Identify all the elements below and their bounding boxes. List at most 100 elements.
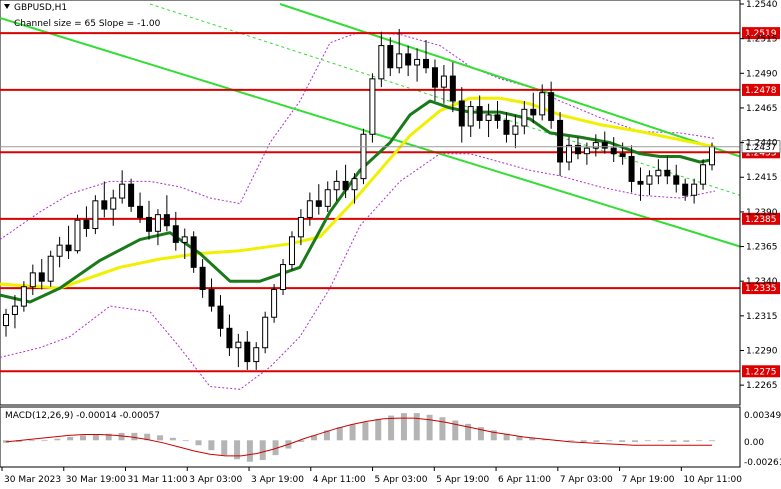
candle-body bbox=[297, 216, 304, 238]
candle-body bbox=[619, 153, 626, 157]
macd-histogram-bar bbox=[657, 440, 664, 442]
candle bbox=[128, 178, 135, 212]
candle bbox=[601, 131, 608, 154]
candle-body bbox=[423, 58, 430, 69]
candle-body bbox=[405, 53, 412, 66]
macd-panel[interactable]: MACD(12,26,9) -0.00014 -0.00057 0.00349 … bbox=[0, 406, 781, 468]
candle-body bbox=[530, 108, 537, 116]
macd-histogram-bar bbox=[336, 427, 343, 441]
candle-body bbox=[440, 75, 447, 88]
candle bbox=[47, 250, 54, 287]
moving-averages bbox=[0, 96, 716, 304]
macd-histogram-bar bbox=[400, 413, 407, 441]
candle-body bbox=[476, 106, 483, 121]
macd-histogram-bar bbox=[92, 434, 99, 441]
candle bbox=[101, 181, 108, 218]
candle bbox=[20, 281, 27, 312]
candle-body bbox=[262, 316, 269, 349]
candle-body bbox=[503, 119, 510, 135]
candle-body bbox=[431, 67, 438, 88]
candle-body bbox=[38, 272, 45, 282]
candle bbox=[208, 278, 215, 312]
macd-tick-bottom: -0.00261 bbox=[744, 458, 781, 468]
macd-histogram-bar bbox=[157, 435, 164, 441]
candle bbox=[333, 170, 340, 201]
macd-signal-line bbox=[5, 417, 712, 457]
candle-body bbox=[566, 144, 573, 163]
candle-body bbox=[163, 214, 170, 227]
candle-body bbox=[691, 183, 698, 196]
candle-body bbox=[610, 147, 617, 155]
candle bbox=[664, 156, 671, 185]
level-price-label: 1.2519 bbox=[745, 29, 777, 39]
macd-histogram-bar bbox=[221, 440, 228, 456]
price-axis[interactable]: 1.2540 1.2515 1.2490 1.2465 1.2440 1.2415 1.23… bbox=[739, 0, 778, 405]
candle-body bbox=[628, 155, 635, 182]
candle bbox=[369, 73, 376, 143]
time-tick-label: 30 Mar 19:00 bbox=[66, 475, 126, 485]
current-price-line: 1.2437 bbox=[0, 140, 781, 154]
candle bbox=[306, 192, 313, 226]
candle bbox=[539, 84, 546, 121]
candle-body bbox=[190, 236, 197, 268]
macd-histogram-bar bbox=[567, 440, 574, 442]
candle-body bbox=[56, 244, 63, 257]
candle-body bbox=[47, 255, 54, 282]
candle-body bbox=[74, 219, 81, 252]
candle bbox=[440, 64, 447, 104]
candle-body bbox=[333, 180, 340, 191]
price-tick-label: 1.2490 bbox=[746, 69, 778, 79]
channel-middle-line bbox=[149, 3, 741, 196]
candle bbox=[163, 195, 170, 232]
macd-histogram-bar bbox=[477, 427, 484, 441]
candle-body bbox=[467, 106, 474, 127]
candle-body bbox=[574, 144, 581, 155]
candle bbox=[449, 62, 456, 113]
candle bbox=[3, 308, 9, 337]
candle bbox=[137, 192, 144, 223]
candle-body bbox=[217, 305, 224, 329]
candle bbox=[92, 195, 99, 235]
candle-body bbox=[128, 183, 135, 207]
macd-histogram-bar bbox=[144, 433, 151, 441]
macd-histogram-bar bbox=[580, 440, 587, 442]
candle bbox=[458, 87, 465, 143]
candle-body bbox=[145, 216, 152, 232]
level-price-label: 1.2335 bbox=[745, 284, 777, 294]
symbol-dropdown-icon[interactable] bbox=[4, 4, 10, 9]
candle bbox=[83, 206, 90, 237]
candle bbox=[431, 59, 438, 102]
candle bbox=[154, 209, 161, 246]
macd-histogram-bar bbox=[54, 438, 61, 441]
candle bbox=[574, 137, 581, 160]
bollinger-line bbox=[0, 31, 716, 241]
candle-body bbox=[83, 219, 90, 230]
candle bbox=[628, 145, 635, 193]
candle-body bbox=[110, 197, 117, 210]
price-tick-label: 1.2515 bbox=[746, 35, 778, 45]
level-price-badge bbox=[742, 282, 780, 295]
level-price-badge bbox=[742, 27, 780, 40]
price-panel[interactable]: 1.2519 1.2478 1.2433 1.2385 1.2335 1.2275 1.2… bbox=[0, 0, 781, 406]
level-price-label: 1.2385 bbox=[745, 215, 777, 225]
time-axis[interactable]: 30 Mar 2023 30 Mar 19:00 31 Mar 11:00 3 Apr… bbox=[0, 466, 742, 485]
macd-histogram-bar bbox=[683, 440, 690, 442]
level-price-badge bbox=[742, 83, 780, 96]
candle bbox=[288, 231, 295, 271]
candle-body bbox=[235, 341, 242, 349]
macd-histogram-bar bbox=[195, 440, 202, 446]
macd-tick-zero: 0.00 bbox=[744, 438, 764, 448]
macd-histogram-bar bbox=[323, 430, 330, 441]
candle bbox=[181, 228, 188, 260]
channel-line bbox=[279, 3, 741, 158]
current-price-label: 1.2437 bbox=[745, 143, 777, 153]
macd-histogram-bar bbox=[452, 420, 459, 441]
candle-body bbox=[29, 272, 36, 288]
candle bbox=[414, 48, 421, 82]
macd-histogram-bar bbox=[606, 440, 613, 442]
candle-body bbox=[485, 114, 492, 121]
macd-histogram-bar bbox=[388, 415, 395, 441]
price-tick-label: 1.2415 bbox=[746, 173, 778, 183]
candle-body bbox=[378, 45, 385, 80]
macd-histogram-bar bbox=[80, 435, 87, 441]
